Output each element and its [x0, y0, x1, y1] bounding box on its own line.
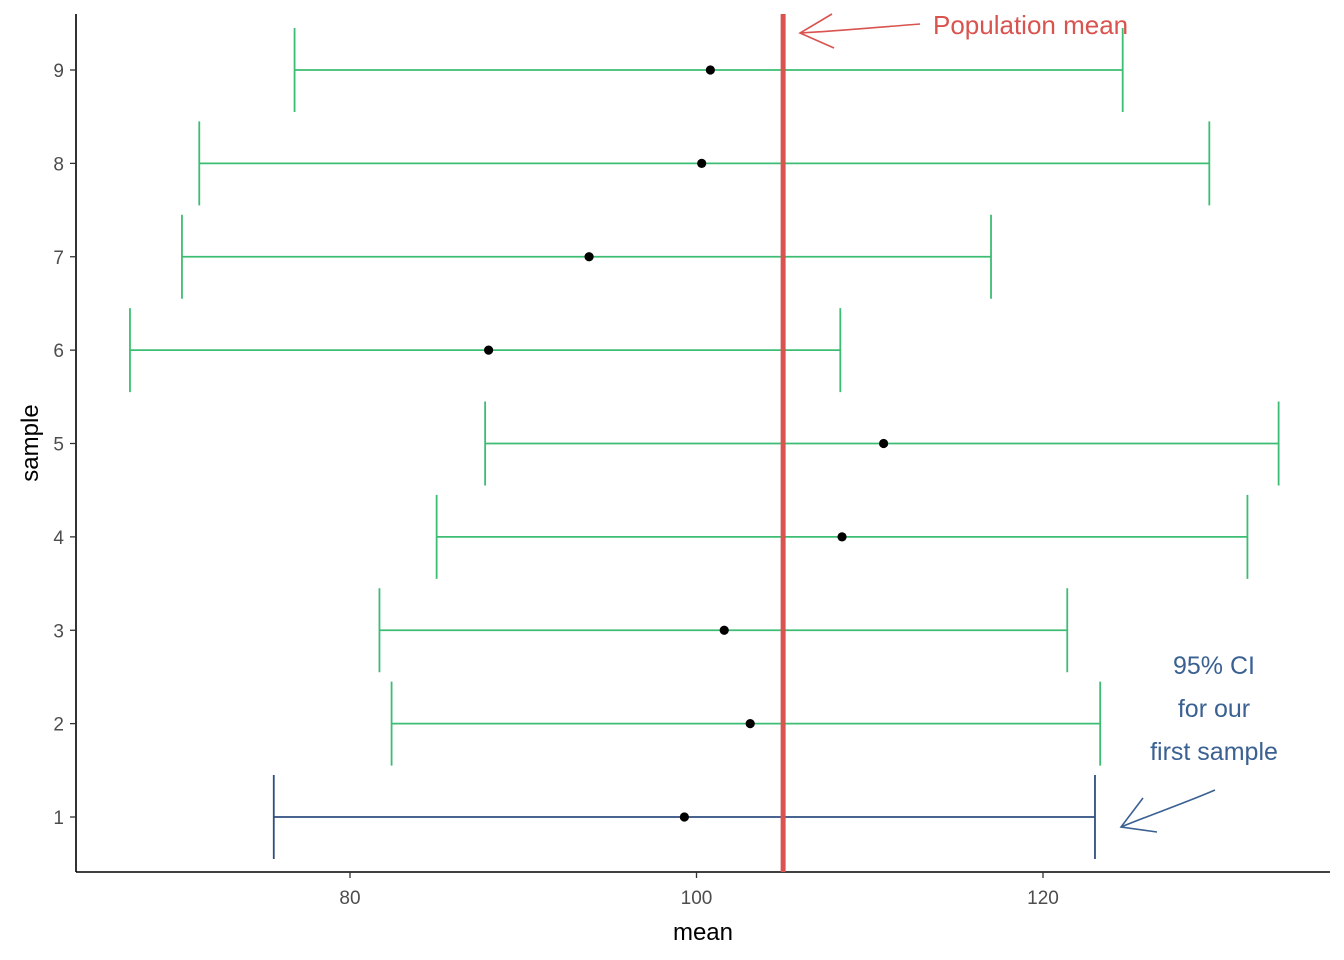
y-axis-title: sample: [17, 404, 44, 481]
y-tick-label: 4: [53, 528, 64, 549]
population-mean-label: Population mean: [933, 10, 1128, 40]
mean-point-sample-2: [745, 719, 755, 729]
y-tick-label: 9: [53, 61, 64, 82]
y-tick-label: 3: [53, 621, 64, 642]
x-tick-label: 120: [1027, 888, 1059, 909]
population-arrow-head: [798, 13, 835, 49]
x-axis-title: mean: [673, 919, 733, 946]
y-tick-label: 5: [53, 435, 64, 456]
y-tick-label: 7: [53, 248, 64, 269]
ci-annotation-line-2: for our: [1178, 695, 1250, 723]
mean-point-sample-9: [705, 65, 715, 75]
mean-point-sample-8: [697, 158, 707, 168]
mean-point-sample-1: [679, 812, 689, 822]
y-tick-label: 8: [53, 154, 64, 175]
ci-arrow-head: [1119, 797, 1158, 833]
ci-arrow-shaft: [1120, 789, 1216, 828]
x-tick-label: 100: [681, 888, 713, 909]
y-tick-label: 2: [53, 715, 64, 736]
ci-annotation-line-1: 95% CI: [1173, 652, 1255, 680]
x-tick-label: 80: [339, 888, 360, 909]
ci-annotation-line-3: first sample: [1150, 738, 1278, 766]
mean-point-sample-4: [837, 532, 847, 542]
mean-point-sample-7: [584, 252, 594, 262]
y-tick-label: 1: [53, 808, 64, 829]
mean-point-sample-5: [879, 438, 889, 449]
mean-point-sample-3: [719, 625, 729, 635]
mean-point-sample-6: [484, 345, 494, 355]
population-arrow-shaft: [799, 23, 921, 34]
y-tick-label: 6: [53, 341, 64, 362]
